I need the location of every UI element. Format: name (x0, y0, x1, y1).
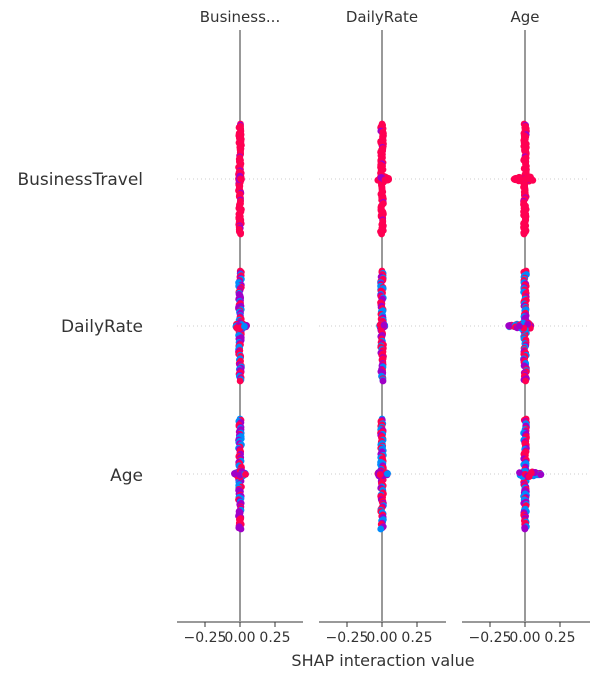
data-point (236, 377, 244, 385)
data-point (521, 525, 529, 533)
data-point (236, 471, 244, 479)
data-point (377, 525, 385, 533)
data-point (515, 176, 523, 183)
x-tick-label: 0.25 (544, 630, 575, 646)
x-tick-label: 0.25 (401, 630, 432, 646)
data-point (537, 471, 545, 479)
data-point (241, 323, 248, 330)
data-point (525, 173, 533, 181)
data-point (515, 322, 523, 330)
feature-label: BusinessTravel (18, 170, 144, 190)
data-point (237, 175, 244, 183)
x-tick-label: 0.00 (509, 630, 540, 646)
data-point (233, 324, 240, 332)
data-point (520, 230, 528, 238)
beeswarm-cell (374, 120, 393, 238)
panel-title: Age (510, 8, 539, 26)
data-point (384, 470, 391, 478)
panels: −0.250.00 0.25 −0.250.00 0.25 −0.250.00 0.25 (177, 30, 590, 646)
x-tick-label: 0.00 (366, 630, 397, 646)
data-point (242, 470, 249, 478)
data-point (505, 322, 513, 330)
feature-label: DailyRate (61, 317, 143, 337)
data-point (376, 471, 384, 478)
panel-title: Business... (200, 8, 280, 26)
panel-title: DailyRate (346, 8, 418, 26)
x-tick-label: −0.25 (184, 630, 227, 646)
x-tick-label: 0.00 (224, 630, 255, 646)
x-tick-label: −0.25 (326, 630, 369, 646)
data-point (380, 321, 388, 329)
data-point (231, 470, 238, 478)
beeswarm-cell (505, 267, 535, 385)
x-tick-label: 0.25 (259, 630, 290, 646)
beeswarm-cell (232, 267, 251, 385)
data-point (381, 176, 389, 184)
panel-titles: Business... DailyRate Age (200, 8, 540, 26)
data-point (516, 469, 523, 477)
data-point (379, 377, 387, 385)
beeswarm-cell (374, 415, 391, 533)
data-point (237, 230, 244, 238)
data-point (525, 473, 533, 481)
x-axis-label: SHAP interaction value (291, 651, 474, 670)
feature-label: Age (110, 466, 143, 486)
beeswarm-cell (510, 120, 537, 238)
data-point (378, 230, 386, 238)
data-point (237, 525, 245, 533)
beeswarm-cell (231, 415, 249, 533)
beeswarm-cell (235, 120, 245, 238)
beeswarm-cell (516, 415, 545, 533)
feature-labels: BusinessTravel DailyRate Age (18, 170, 144, 486)
x-tick-label: −0.25 (469, 630, 512, 646)
data-point (522, 377, 530, 385)
beeswarm-cell (376, 267, 389, 385)
